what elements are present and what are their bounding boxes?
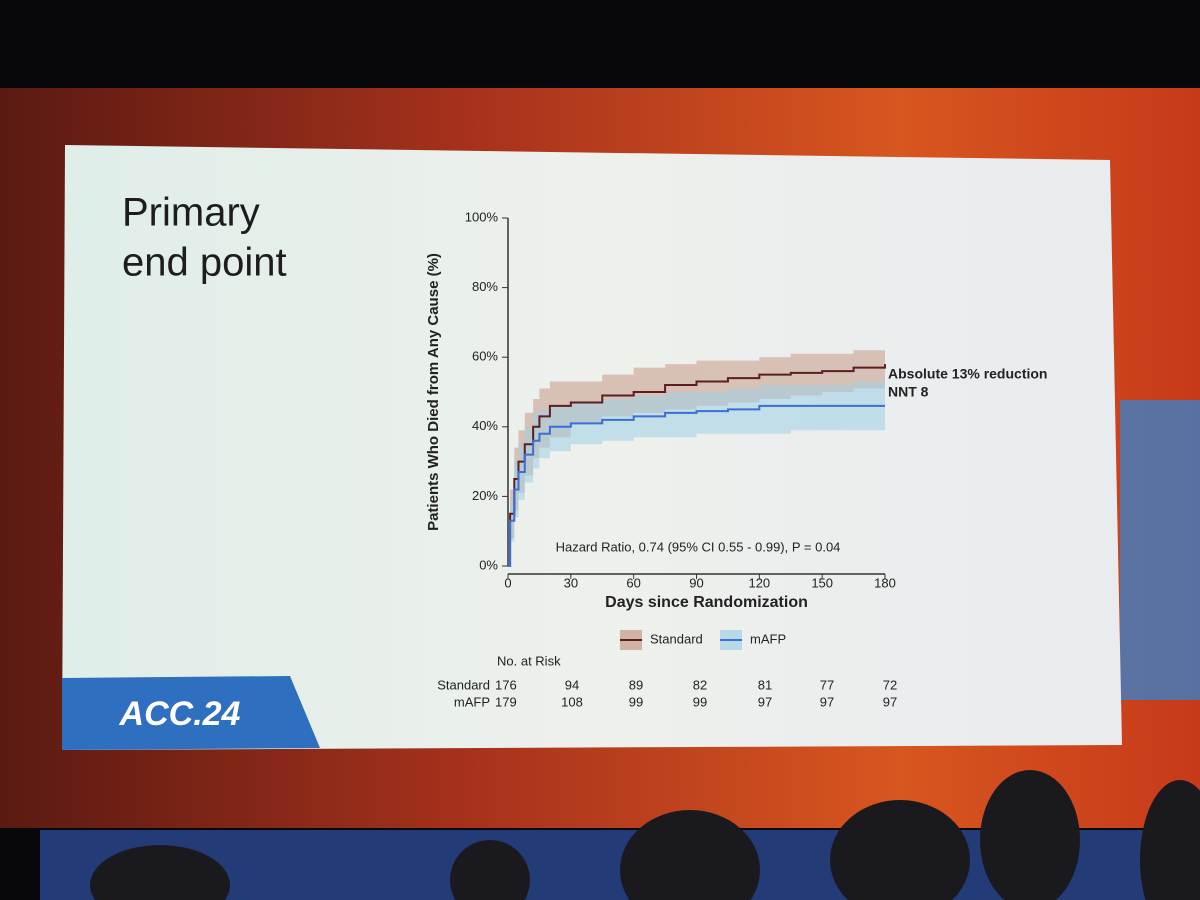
- legend-label: Standard: [650, 631, 703, 646]
- survival-line: [508, 404, 885, 567]
- risk-value: 179: [495, 694, 517, 709]
- x-tick-label: 0: [504, 575, 511, 590]
- risk-value: 97: [820, 694, 834, 709]
- risk-value: 99: [629, 694, 643, 709]
- y-tick-label: 60%: [472, 349, 498, 364]
- confidence-band: [508, 381, 885, 566]
- logo-box: [62, 676, 320, 750]
- risk-row-name: Standard: [437, 677, 490, 692]
- stage-graphic: [1120, 400, 1200, 700]
- annotation: NNT 8: [888, 384, 929, 400]
- risk-value: 97: [758, 694, 772, 709]
- y-tick-label: 0%: [479, 557, 498, 572]
- risk-value: 176: [495, 677, 517, 692]
- legend-label: mAFP: [750, 631, 786, 646]
- risk-value: 94: [565, 677, 579, 692]
- x-tick-label: 150: [811, 575, 833, 590]
- risk-table-title: No. at Risk: [497, 653, 561, 668]
- chart: 0% 20% 40% 60% 80% 100% 0 30 60 90 120 150 180 Days s…: [425, 209, 1048, 709]
- risk-value: 108: [561, 694, 583, 709]
- audience: [90, 770, 1200, 900]
- y-axis-title: Patients Who Died from Any Cause (%): [425, 253, 442, 531]
- risk-value: 77: [820, 677, 834, 692]
- risk-value: 72: [883, 677, 897, 692]
- risk-row-name: mAFP: [454, 694, 490, 709]
- slide-title: end point: [122, 241, 287, 285]
- x-tick-label: 90: [689, 575, 703, 590]
- x-axis-title: Days since Randomization: [605, 594, 808, 611]
- risk-value: 99: [693, 694, 707, 709]
- risk-value: 82: [693, 677, 707, 692]
- x-tick-label: 30: [564, 575, 578, 590]
- logo: ACC.24: [119, 695, 241, 733]
- x-tick-label: 120: [748, 575, 770, 590]
- survival-line: [508, 364, 886, 567]
- annotation: Hazard Ratio, 0.74 (95% CI 0.55 - 0.99),…: [556, 539, 841, 554]
- annotation: Absolute 13% reduction: [888, 366, 1047, 382]
- y-tick-label: 80%: [472, 279, 498, 294]
- y-tick-label: 20%: [472, 488, 498, 503]
- y-tick-label: 100%: [465, 209, 499, 224]
- slide: [62, 145, 1122, 750]
- risk-value: 97: [883, 694, 897, 709]
- slide-title: Primary: [122, 191, 260, 235]
- x-tick-label: 180: [874, 575, 896, 590]
- x-tick-label: 60: [626, 575, 640, 590]
- risk-value: 81: [758, 677, 772, 692]
- y-tick-label: 40%: [472, 418, 498, 433]
- risk-value: 89: [629, 677, 643, 692]
